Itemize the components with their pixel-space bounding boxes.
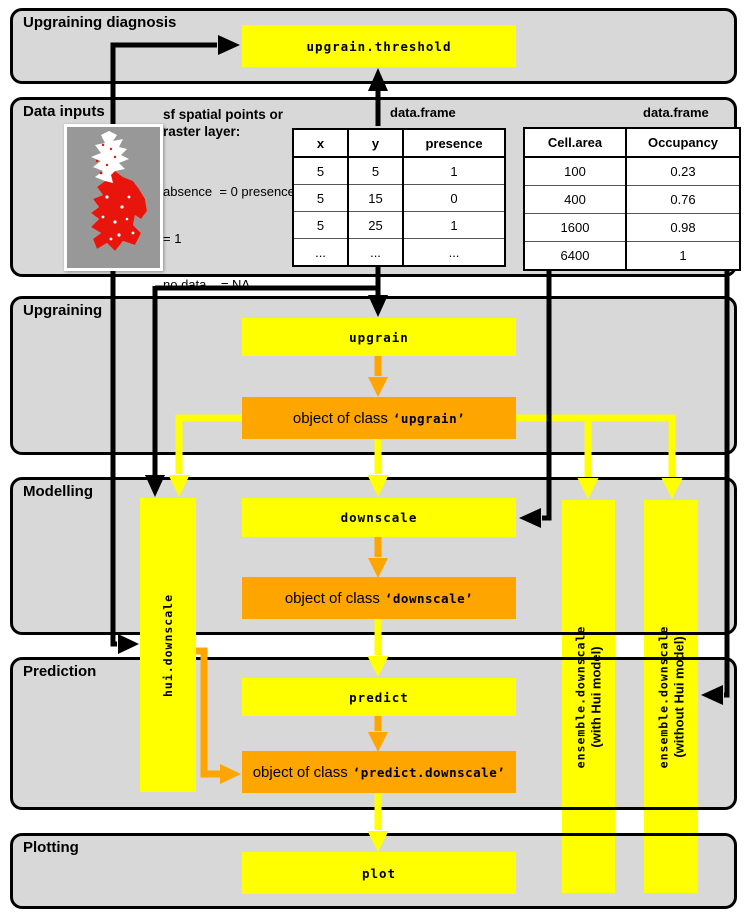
table-cell: 1 — [625, 241, 741, 270]
column-header: x — [292, 129, 349, 158]
table-cell: 15 — [347, 184, 404, 212]
table-cell: 25 — [347, 211, 404, 239]
table-cell: ... — [402, 238, 506, 266]
ensemble-qualifier-label: (without Hui model) — [671, 635, 686, 758]
table-cell: ... — [292, 238, 349, 266]
spatial-input-label: sf spatial points or raster layer: — [163, 107, 284, 139]
table-row: 400 0.76 — [523, 185, 741, 214]
hui-downscale-label: hui.downscale — [160, 593, 175, 697]
uk-distribution-map — [64, 124, 163, 271]
section-title-data-inputs: Data inputs — [23, 103, 105, 120]
table-cell: 0.23 — [625, 156, 741, 186]
coding-legend: absence = 0 presence = 1 no data = NA — [163, 184, 295, 292]
function-box-upgrain: upgrain — [242, 318, 516, 356]
section-title-prediction: Prediction — [23, 663, 97, 680]
occupancy-table: Cell.area Occupancy 100 0.23 400 0.76 16… — [523, 127, 741, 271]
ensemble-name-label: ensemble.downscale — [573, 625, 588, 768]
function-box-hui-downscale: hui.downscale — [140, 498, 196, 792]
table-header-row: x y presence — [292, 129, 506, 158]
object-class-name: ‘upgrain’ — [392, 410, 466, 426]
function-box-ensemble-with-hui: ensemble.downscale (with Hui model) — [562, 500, 615, 893]
table-cell: 5 — [292, 156, 349, 185]
table-cell: 0.98 — [625, 213, 741, 242]
xy-presence-table: x y presence 5 5 1 5 15 0 5 25 1 ... ...… — [292, 128, 506, 267]
section-title-upgraining: Upgraining — [23, 302, 103, 319]
column-header: Cell.area — [523, 128, 627, 158]
object-box-predict-downscale: object of class ‘predict.downscale’ — [242, 751, 516, 793]
uk-map-image — [67, 127, 160, 268]
table-row: 5 25 1 — [292, 211, 506, 239]
xy-table-caption: data.frame — [390, 105, 456, 120]
object-box-upgrain: object of class ‘upgrain’ — [242, 397, 516, 439]
column-header: presence — [402, 129, 506, 158]
table-cell: 1600 — [523, 213, 627, 242]
function-box-upgrain-threshold: upgrain.threshold — [242, 25, 516, 67]
ensemble-qualifier-label: (with Hui model) — [588, 645, 604, 748]
table-header-row: Cell.area Occupancy — [523, 128, 741, 158]
ensemble-name-label: ensemble.downscale — [656, 625, 670, 768]
occupancy-table-caption: data.frame — [643, 105, 709, 120]
section-title-plotting: Plotting — [23, 839, 79, 856]
section-title-modelling: Modelling — [23, 483, 93, 500]
table-cell: 5 — [292, 211, 349, 239]
column-header: y — [347, 129, 404, 158]
table-cell: 5 — [347, 156, 404, 185]
table-cell: ... — [347, 238, 404, 266]
table-cell: 6400 — [523, 241, 627, 270]
object-class-name: ‘predict.downscale’ — [352, 764, 506, 780]
function-box-ensemble-without-hui: ensemble.downscale (without Hui model) — [644, 500, 698, 893]
table-cell: 0.76 — [625, 185, 741, 214]
table-row: 5 5 1 — [292, 156, 506, 185]
table-cell: 1 — [402, 211, 506, 239]
object-prefix-label: object of class — [252, 763, 348, 781]
table-cell: 100 — [523, 156, 627, 186]
function-box-plot: plot — [242, 852, 516, 894]
table-row: ... ... ... — [292, 238, 506, 266]
table-row: 5 15 0 — [292, 184, 506, 212]
object-box-downscale: object of class ‘downscale’ — [242, 577, 516, 619]
object-class-name: ‘downscale’ — [384, 590, 474, 606]
function-box-downscale: downscale — [242, 498, 516, 537]
table-row: 6400 1 — [523, 241, 741, 270]
table-cell: 1 — [402, 156, 506, 185]
table-row: 100 0.23 — [523, 156, 741, 186]
column-header: Occupancy — [625, 128, 741, 158]
table-cell: 400 — [523, 185, 627, 214]
section-title-upgraining-diagnosis: Upgraining diagnosis — [23, 14, 177, 31]
table-cell: 5 — [292, 184, 349, 212]
function-box-predict: predict — [242, 678, 516, 716]
table-cell: 0 — [402, 184, 506, 212]
object-prefix-label: object of class — [292, 409, 388, 427]
object-prefix-label: object of class — [284, 589, 380, 607]
table-row: 1600 0.98 — [523, 213, 741, 242]
